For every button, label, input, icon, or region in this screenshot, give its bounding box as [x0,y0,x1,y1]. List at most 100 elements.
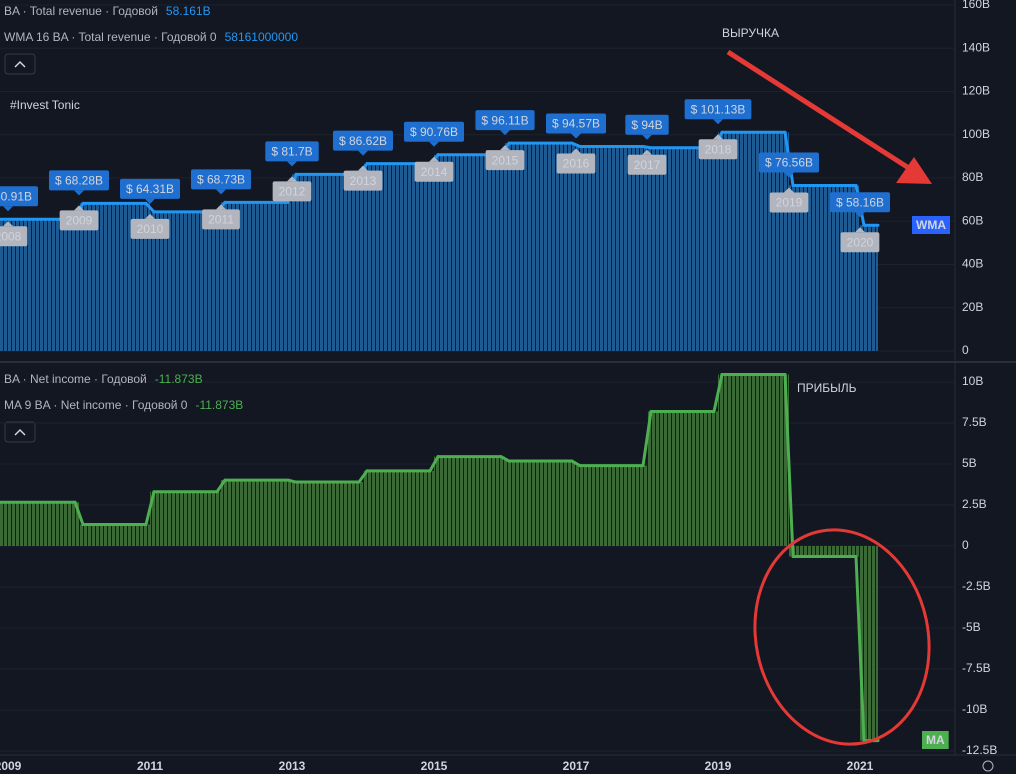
value-badge: $ 58.16B [829,192,891,218]
value-badge-pointer [784,172,794,178]
year-badge-pointer [74,205,84,211]
year-badge: 2019 [769,187,809,213]
year-badge-text: 2015 [492,153,519,167]
legend-text: WMA 16 BA · Total revenue · Годовой 0 [4,30,217,44]
value-badge: $ 101.13B [684,99,752,125]
legend-value: -11.873B [155,372,203,386]
year-badge-pointer [784,187,794,193]
y-tick-label: 120B [962,84,990,98]
y-tick-label: -12.5B [962,743,997,757]
line-badge: WMA [912,216,950,234]
value-badge-text: $ 68.28B [55,174,103,188]
y-tick-label: 160B [962,0,990,11]
value-badge: $ 90.76B [403,121,465,147]
ma-line-ramp [641,410,653,468]
bar [150,491,221,546]
legend-text: BA · Total revenue · Годовой [4,4,158,18]
bar [789,546,860,557]
year-badge: 2008 [0,221,28,247]
line-badge-text: MA [926,733,945,747]
bar [505,143,576,351]
year-badge-text: 2014 [421,165,448,179]
settings-icon[interactable] [982,760,994,772]
collapse-button[interactable] [4,53,36,75]
year-badge: 2018 [698,134,738,160]
y-tick-label: -5B [962,620,981,634]
bar [221,480,292,546]
chevron-icon [14,428,26,436]
button-box[interactable] [4,53,36,75]
annotation: ПРИБЫЛЬ [797,381,857,395]
bar [647,147,718,351]
ma-line-ramp [499,455,511,463]
value-badge-pointer [287,161,297,167]
legend-entry: WMA 16 BA · Total revenue · Годовой 0 581… [4,30,298,44]
ma-line-ramp [783,372,795,558]
y-tick-label: 2.5B [962,497,987,511]
legend-text: MA 9 BA · Net income · Годовой 0 [4,398,188,412]
year-badge-text: 2018 [705,142,732,156]
year-badge: 2012 [272,176,312,202]
x-tick-label: 2009 [0,759,22,773]
line-badge-text: WMA [916,218,946,232]
y-tick-label: -7.5B [962,661,991,675]
ma-line-ramp [73,500,85,527]
bar [576,465,647,546]
ma-line-ramp [428,455,440,473]
y-tick-label: 140B [962,40,990,54]
value-badge-text: $ 94.57B [552,117,600,131]
annotation: ВЫРУЧКА [722,26,779,40]
value-badge: $ 68.28B [48,170,110,196]
value-badge-text: $ 86.62B [339,134,387,148]
value-badge-pointer [713,119,723,125]
x-tick-label: 2011 [137,759,163,773]
value-badge-text: $ 64.31B [126,182,174,196]
value-badge-box [190,169,252,190]
value-badge-pointer [3,206,13,212]
value-badge-pointer [429,141,439,147]
bar [0,502,79,546]
collapse-button[interactable] [4,421,36,443]
bar [789,185,860,351]
year-badge-text: 2020 [847,235,874,249]
x-tick-label: 2015 [421,759,448,773]
value-badge-box [829,192,891,213]
y-tick-label: 100B [962,127,990,141]
y-tick-label: -2.5B [962,579,991,593]
year-badge-pointer [713,134,723,140]
y-tick-label: 80B [962,170,983,184]
bar [292,482,363,546]
button-box[interactable] [4,421,36,443]
y-tick-label: 20B [962,300,983,314]
value-badge-box [119,178,181,199]
value-badge: $ 96.11B [475,110,535,136]
bar [434,154,505,351]
line-badge: MA [922,731,949,749]
y-tick-label: -10B [962,702,987,716]
line-badge-box [912,216,950,234]
value-badge-box [475,110,535,131]
value-badge-text: $ 96.11B [481,113,528,127]
year-badge-text: 2017 [634,158,661,172]
value-badge-pointer [145,198,155,204]
legend-text: BA · Net income · Годовой [4,372,147,386]
year-badge: 2009 [59,205,99,231]
legend-entry: BA · Total revenue · Годовой 58.161B [4,4,211,18]
ma-line-ramp [215,478,227,494]
year-badge-text: 2010 [137,222,164,236]
value-badge-pointer [216,189,226,195]
line-badge-box [922,731,949,749]
value-badge-pointer [855,212,865,218]
y-tick-label: 0 [962,538,969,552]
bar [647,411,718,546]
ma-line-ramp [570,459,582,468]
red-arrow-head [896,157,932,184]
ma-line-ramp [357,469,369,484]
ma-line-ramp [854,554,866,743]
value-badge-pointer [358,150,368,156]
year-badge: 2016 [556,148,596,174]
year-badge-pointer [429,156,439,162]
year-badge-text: 2013 [350,174,377,188]
year-badge-pointer [287,176,297,182]
